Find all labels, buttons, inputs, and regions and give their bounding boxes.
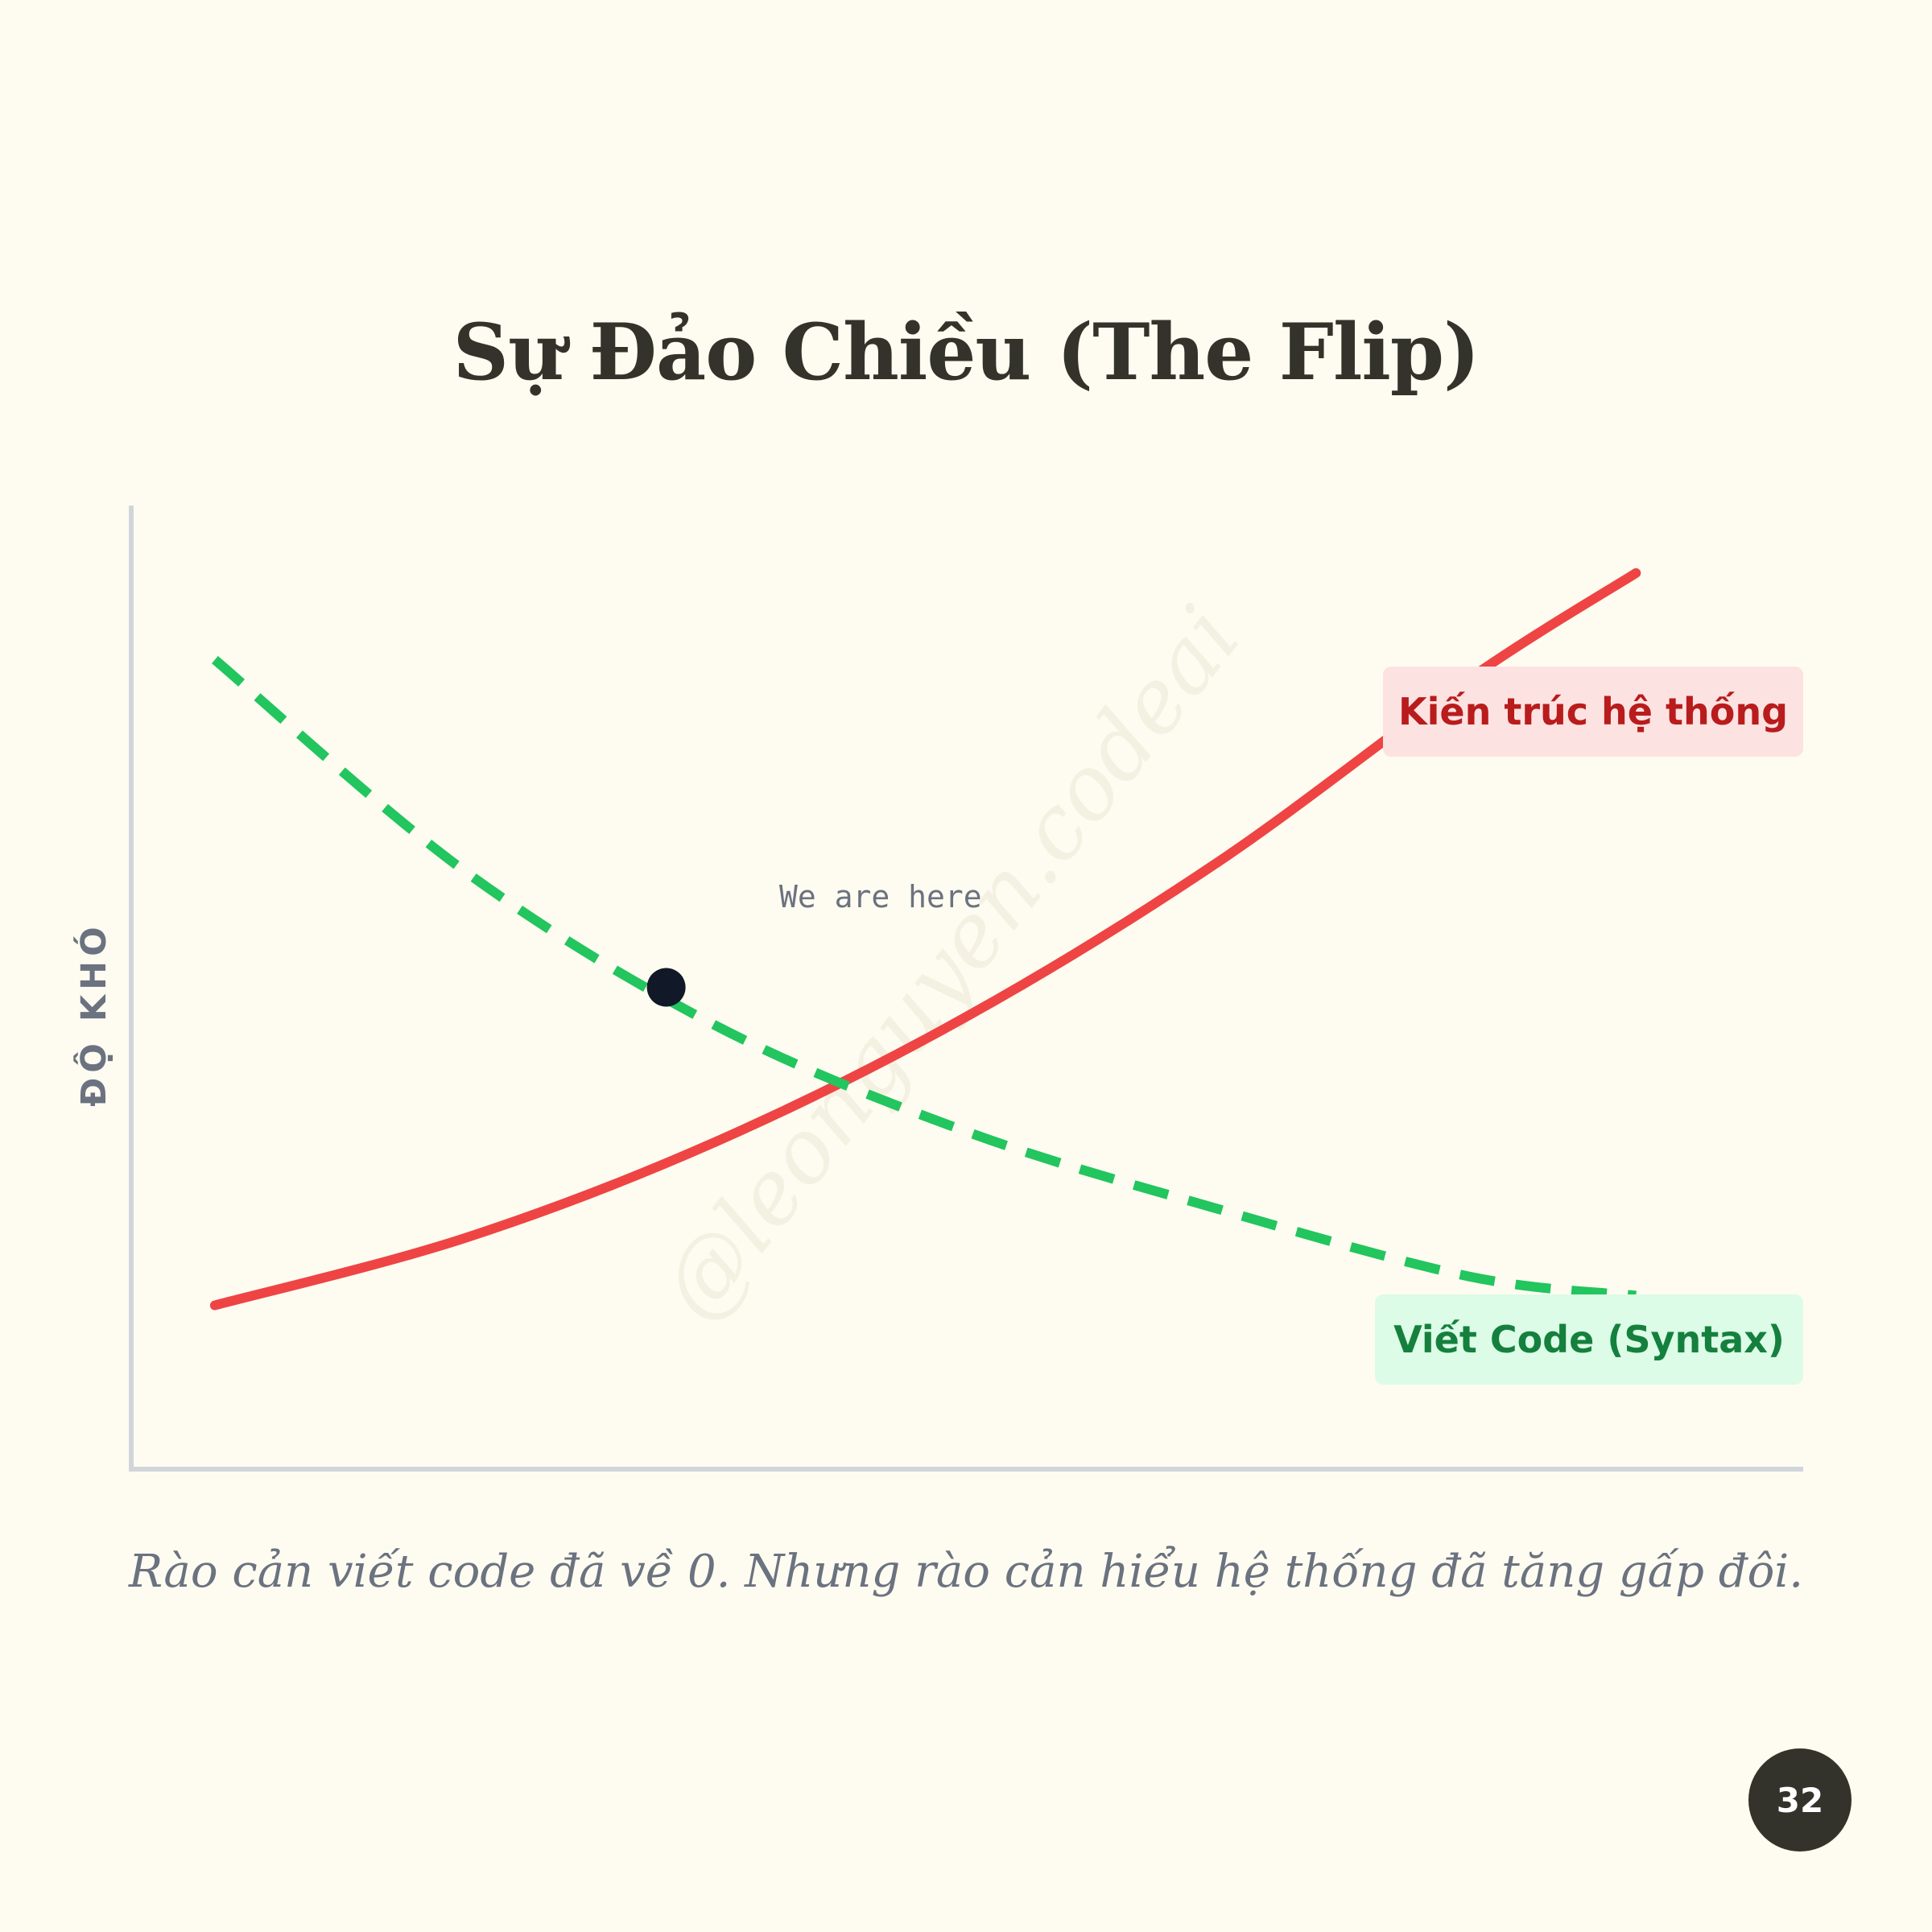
- y-axis-label: ĐỘ KHÓ: [74, 922, 114, 1107]
- legend-label-viet-code: Viết Code (Syntax): [1375, 1294, 1803, 1385]
- series-line-viet-code: [212, 655, 1637, 1301]
- watermark: @leonguyen.codeai: [640, 587, 1259, 1339]
- we-are-here-marker: [646, 968, 686, 1007]
- legend-label-kien-truc: Kiến trúc hệ thống: [1383, 667, 1803, 757]
- caption: Rào cản viết code đã về 0. Nhưng rào cản…: [128, 1546, 1803, 1598]
- we-are-here-label: We are here: [779, 879, 982, 914]
- page-number-badge: 32: [1748, 1748, 1852, 1852]
- chart-title: Sự Đảo Chiều (The Flip): [452, 307, 1480, 398]
